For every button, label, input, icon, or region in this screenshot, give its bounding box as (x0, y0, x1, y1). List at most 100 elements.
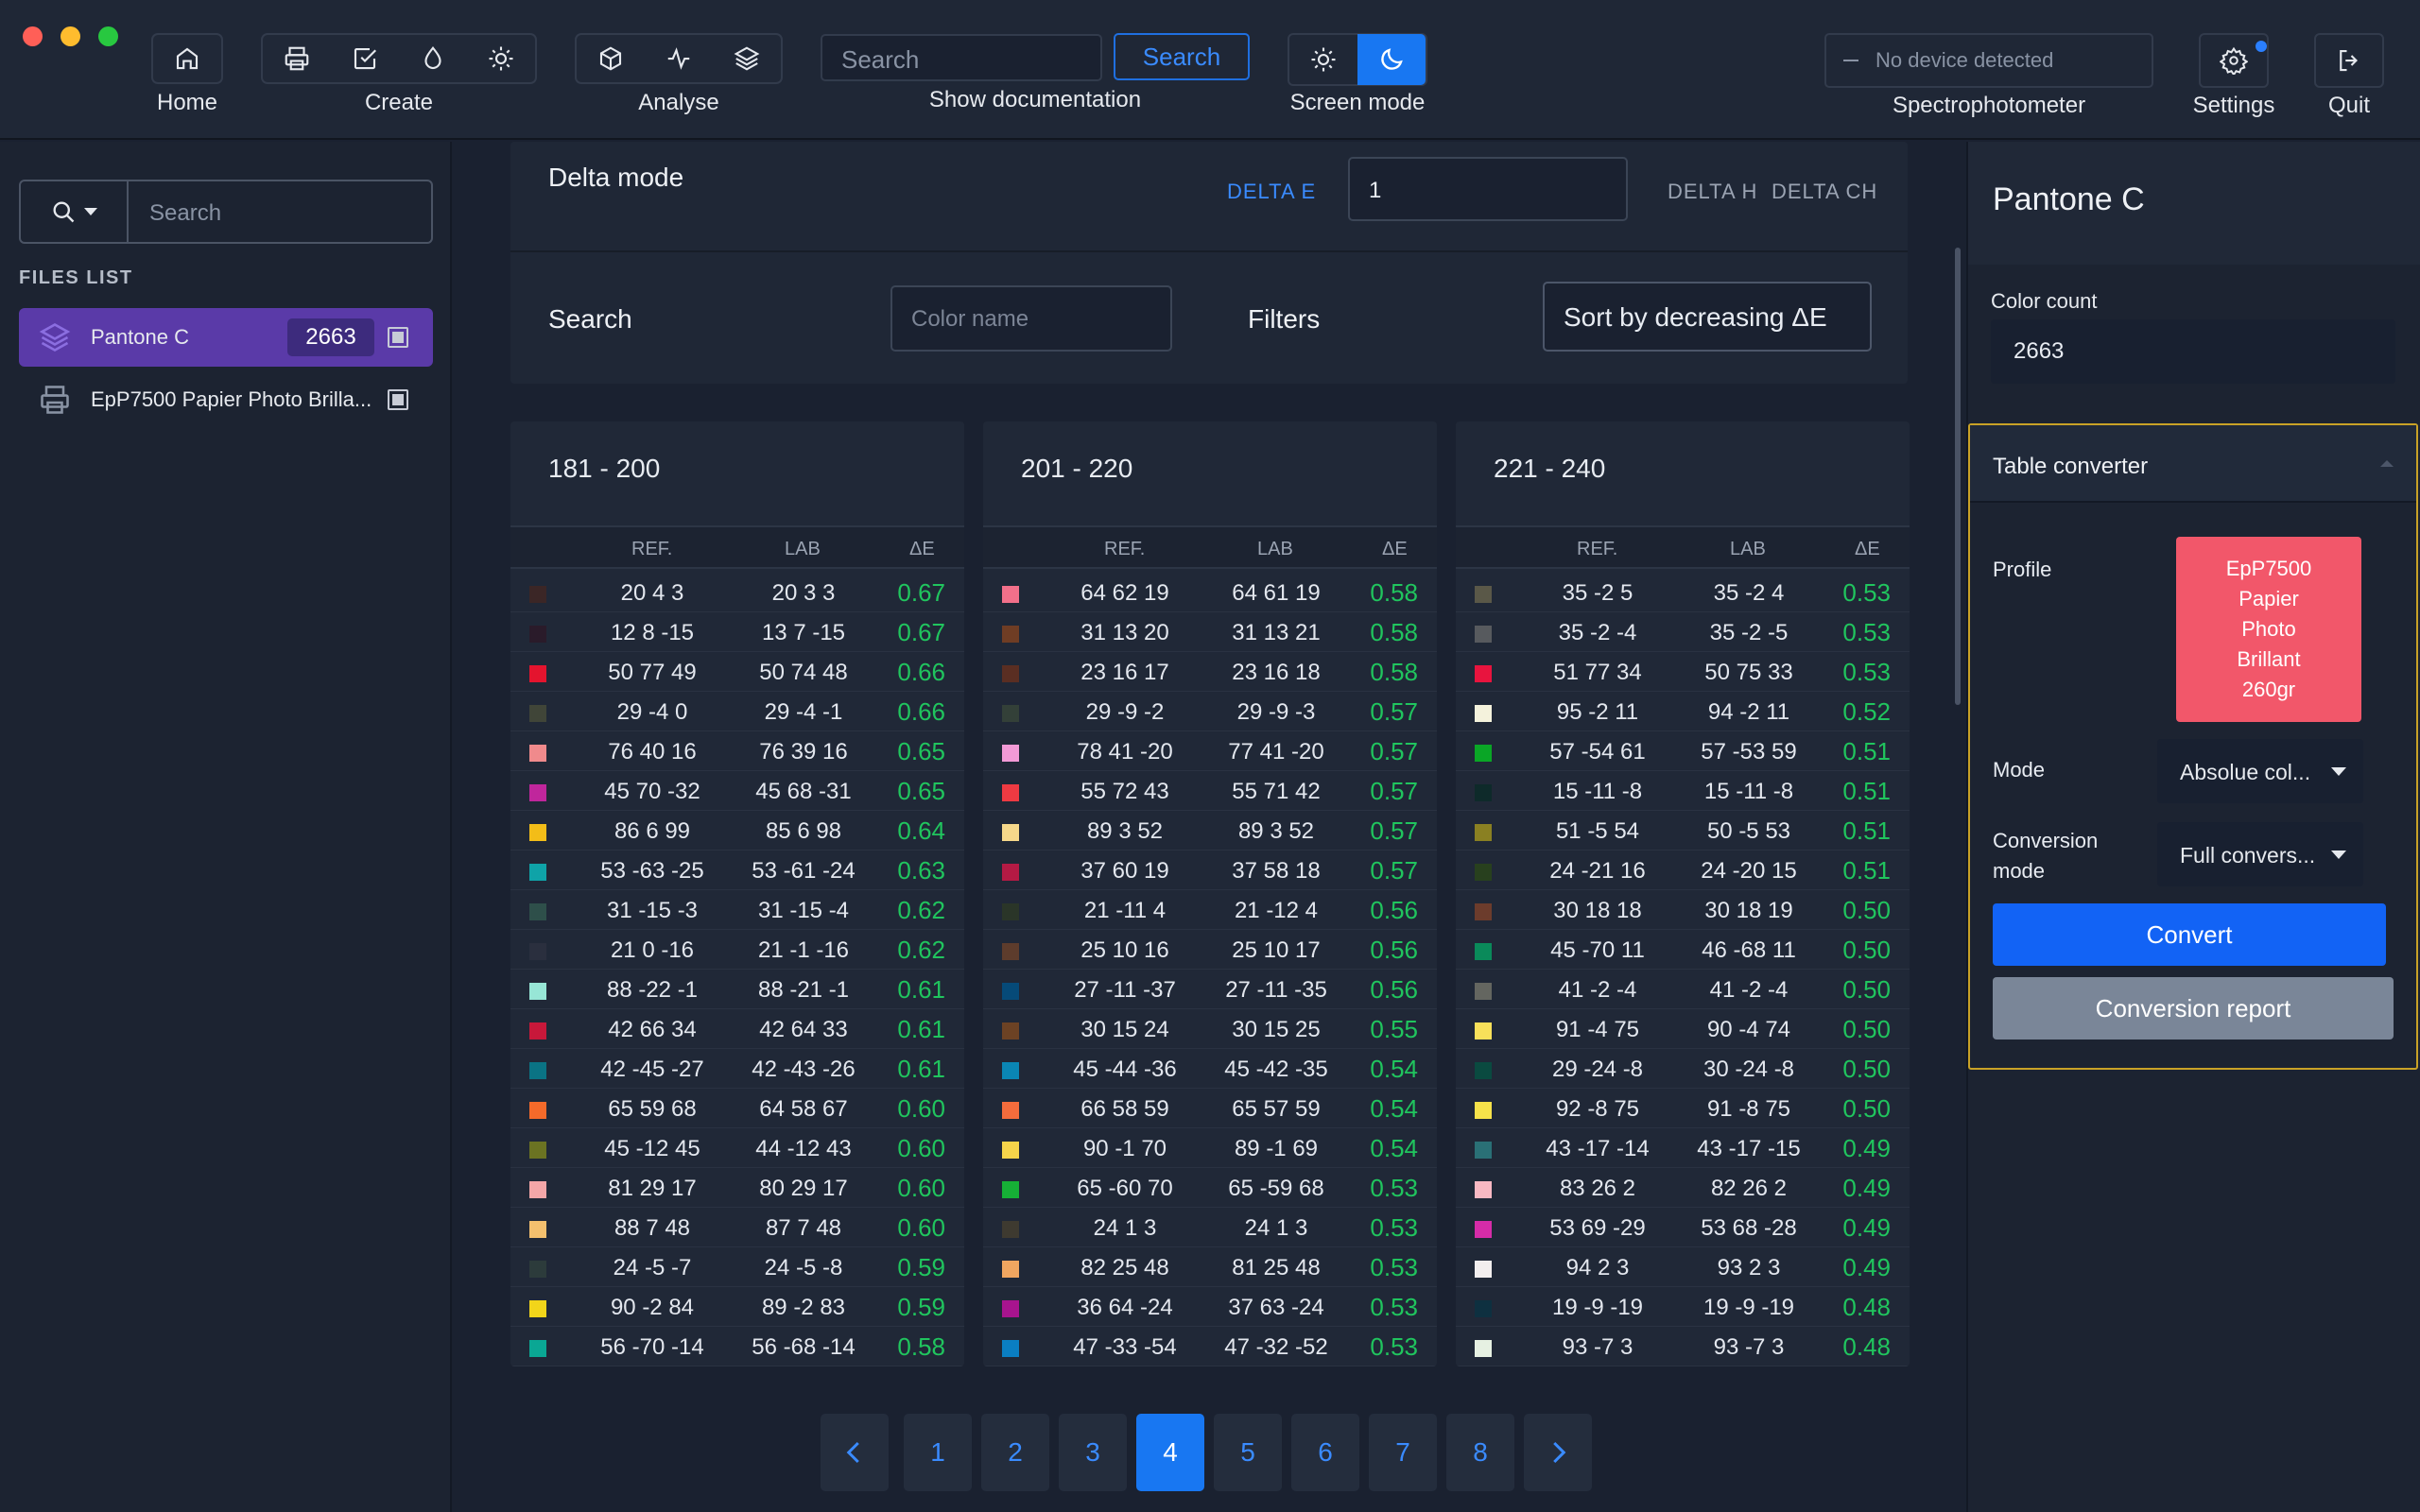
layers-button[interactable] (713, 33, 781, 84)
table-row[interactable]: 19 -9 -19 19 -9 -19 0.48 (1456, 1287, 1910, 1327)
table-row[interactable]: 90 -2 84 89 -2 83 0.59 (510, 1287, 964, 1327)
table-row[interactable]: 90 -1 70 89 -1 69 0.54 (983, 1128, 1437, 1168)
table-row[interactable]: 66 58 59 65 57 59 0.54 (983, 1089, 1437, 1128)
table-row[interactable]: 65 -60 70 65 -59 68 0.53 (983, 1168, 1437, 1208)
table-row[interactable]: 29 -24 -8 30 -24 -8 0.50 (1456, 1049, 1910, 1089)
table-row[interactable]: 41 -2 -4 41 -2 -4 0.50 (1456, 970, 1910, 1009)
window-close-button[interactable] (23, 26, 43, 46)
tab-delta-h[interactable]: DELTA H (1668, 180, 1758, 203)
table-row[interactable]: 94 2 3 93 2 3 0.49 (1456, 1247, 1910, 1287)
quit-button[interactable] (2314, 33, 2384, 88)
dark-mode-button[interactable] (1357, 34, 1426, 85)
table-row[interactable]: 21 -11 4 21 -12 4 0.56 (983, 890, 1437, 930)
table-row[interactable]: 24 1 3 24 1 3 0.53 (983, 1208, 1437, 1247)
page-button[interactable]: 8 (1446, 1414, 1514, 1491)
mode-dropdown[interactable]: Absolue col... (2157, 739, 2363, 803)
tab-delta-e[interactable]: DELTA E (1227, 180, 1317, 203)
light-mode-button[interactable] (1289, 34, 1357, 85)
file-item-pantone[interactable]: Pantone C 2663 (19, 308, 433, 367)
documentation-search-input[interactable]: Search (821, 34, 1102, 81)
table-row[interactable]: 93 -7 3 93 -7 3 0.48 (1456, 1327, 1910, 1366)
window-minimize-button[interactable] (60, 26, 80, 46)
table-row[interactable]: 81 29 17 80 29 17 0.60 (510, 1168, 964, 1208)
table-row[interactable]: 43 -17 -14 43 -17 -15 0.49 (1456, 1128, 1910, 1168)
table-row[interactable]: 47 -33 -54 47 -32 -52 0.53 (983, 1327, 1437, 1366)
table-row[interactable]: 30 15 24 30 15 25 0.55 (983, 1009, 1437, 1049)
table-row[interactable]: 89 3 52 89 3 52 0.57 (983, 811, 1437, 850)
table-row[interactable]: 24 -21 16 24 -20 15 0.51 (1456, 850, 1910, 890)
table-row[interactable]: 64 62 19 64 61 19 0.58 (983, 573, 1437, 612)
light-button[interactable] (467, 33, 535, 84)
table-row[interactable]: 95 -2 11 94 -2 11 0.52 (1456, 692, 1910, 731)
table-row[interactable]: 53 -63 -25 53 -61 -24 0.63 (510, 850, 964, 890)
cube-button[interactable] (577, 33, 645, 84)
table-row[interactable]: 91 -4 75 90 -4 74 0.50 (1456, 1009, 1910, 1049)
device-selector[interactable]: No device detected (1824, 33, 2153, 88)
prev-page-button[interactable] (821, 1414, 889, 1491)
profile-swatch[interactable]: EpP7500 Papier Photo Brillant 260gr (2176, 537, 2361, 722)
table-row[interactable]: 29 -4 0 29 -4 -1 0.66 (510, 692, 964, 731)
file-item-epp7500[interactable]: EpP7500 Papier Photo Brilla... (19, 370, 433, 429)
table-row[interactable]: 76 40 16 76 39 16 0.65 (510, 731, 964, 771)
file-checkbox[interactable] (388, 327, 408, 348)
table-row[interactable]: 88 -22 -1 88 -21 -1 0.61 (510, 970, 964, 1009)
table-row[interactable]: 88 7 48 87 7 48 0.60 (510, 1208, 964, 1247)
table-row[interactable]: 50 77 49 50 74 48 0.66 (510, 652, 964, 692)
color-name-input[interactable]: Color name (890, 285, 1172, 352)
table-row[interactable]: 42 -45 -27 42 -43 -26 0.61 (510, 1049, 964, 1089)
table-row[interactable]: 92 -8 75 91 -8 75 0.50 (1456, 1089, 1910, 1128)
table-row[interactable]: 25 10 16 25 10 17 0.56 (983, 930, 1437, 970)
table-row[interactable]: 78 41 -20 77 41 -20 0.57 (983, 731, 1437, 771)
collapse-icon[interactable] (2380, 460, 2394, 467)
page-button[interactable]: 7 (1369, 1414, 1437, 1491)
tab-delta-ch[interactable]: DELTA CH (1772, 180, 1878, 203)
settings-button[interactable] (2199, 33, 2269, 88)
table-row[interactable]: 57 -54 61 57 -53 59 0.51 (1456, 731, 1910, 771)
files-search-input[interactable]: Search (149, 200, 222, 226)
table-row[interactable]: 55 72 43 55 71 42 0.57 (983, 771, 1437, 811)
page-button[interactable]: 2 (981, 1414, 1049, 1491)
table-row[interactable]: 45 -12 45 44 -12 43 0.60 (510, 1128, 964, 1168)
table-row[interactable]: 42 66 34 42 64 33 0.61 (510, 1009, 964, 1049)
table-row[interactable]: 30 18 18 30 18 19 0.50 (1456, 890, 1910, 930)
table-row[interactable]: 31 13 20 31 13 21 0.58 (983, 612, 1437, 652)
table-row[interactable]: 65 59 68 64 58 67 0.60 (510, 1089, 964, 1128)
sort-select[interactable]: Sort by decreasing ΔE (1543, 282, 1872, 352)
conversion-mode-dropdown[interactable]: Full convers... (2157, 822, 2363, 886)
ink-button[interactable] (399, 33, 467, 84)
main-scrollbar[interactable] (1955, 248, 1961, 705)
checklist-button[interactable] (331, 33, 399, 84)
table-row[interactable]: 21 0 -16 21 -1 -16 0.62 (510, 930, 964, 970)
page-button[interactable]: 1 (904, 1414, 972, 1491)
table-row[interactable]: 56 -70 -14 56 -68 -14 0.58 (510, 1327, 964, 1366)
table-row[interactable]: 27 -11 -37 27 -11 -35 0.56 (983, 970, 1437, 1009)
table-row[interactable]: 45 -44 -36 45 -42 -35 0.54 (983, 1049, 1437, 1089)
table-row[interactable]: 35 -2 -4 35 -2 -5 0.53 (1456, 612, 1910, 652)
table-row[interactable]: 86 6 99 85 6 98 0.64 (510, 811, 964, 850)
page-button[interactable]: 4 (1136, 1414, 1204, 1491)
table-converter-header[interactable] (1970, 425, 2416, 503)
print-button[interactable] (263, 33, 331, 84)
table-row[interactable]: 29 -9 -2 29 -9 -3 0.57 (983, 692, 1437, 731)
table-row[interactable]: 15 -11 -8 15 -11 -8 0.51 (1456, 771, 1910, 811)
table-row[interactable]: 82 25 48 81 25 48 0.53 (983, 1247, 1437, 1287)
window-maximize-button[interactable] (98, 26, 118, 46)
table-row[interactable]: 37 60 19 37 58 18 0.57 (983, 850, 1437, 890)
convert-button[interactable]: Convert (1993, 903, 2386, 966)
conversion-report-button[interactable]: Conversion report (1993, 977, 2394, 1040)
table-row[interactable]: 51 -5 54 50 -5 53 0.51 (1456, 811, 1910, 850)
documentation-search-button[interactable]: Search (1114, 33, 1250, 80)
home-button[interactable] (153, 33, 221, 84)
table-row[interactable]: 24 -5 -7 24 -5 -8 0.59 (510, 1247, 964, 1287)
page-button[interactable]: 5 (1214, 1414, 1282, 1491)
table-row[interactable]: 36 64 -24 37 63 -24 0.53 (983, 1287, 1437, 1327)
table-row[interactable]: 35 -2 5 35 -2 4 0.53 (1456, 573, 1910, 612)
table-row[interactable]: 53 69 -29 53 68 -28 0.49 (1456, 1208, 1910, 1247)
search-filter-button[interactable] (21, 181, 129, 242)
table-row[interactable]: 51 77 34 50 75 33 0.53 (1456, 652, 1910, 692)
page-button[interactable]: 3 (1059, 1414, 1127, 1491)
table-row[interactable]: 20 4 3 20 3 3 0.67 (510, 573, 964, 612)
next-page-button[interactable] (1524, 1414, 1592, 1491)
file-checkbox[interactable] (388, 389, 408, 410)
table-row[interactable]: 45 70 -32 45 68 -31 0.65 (510, 771, 964, 811)
